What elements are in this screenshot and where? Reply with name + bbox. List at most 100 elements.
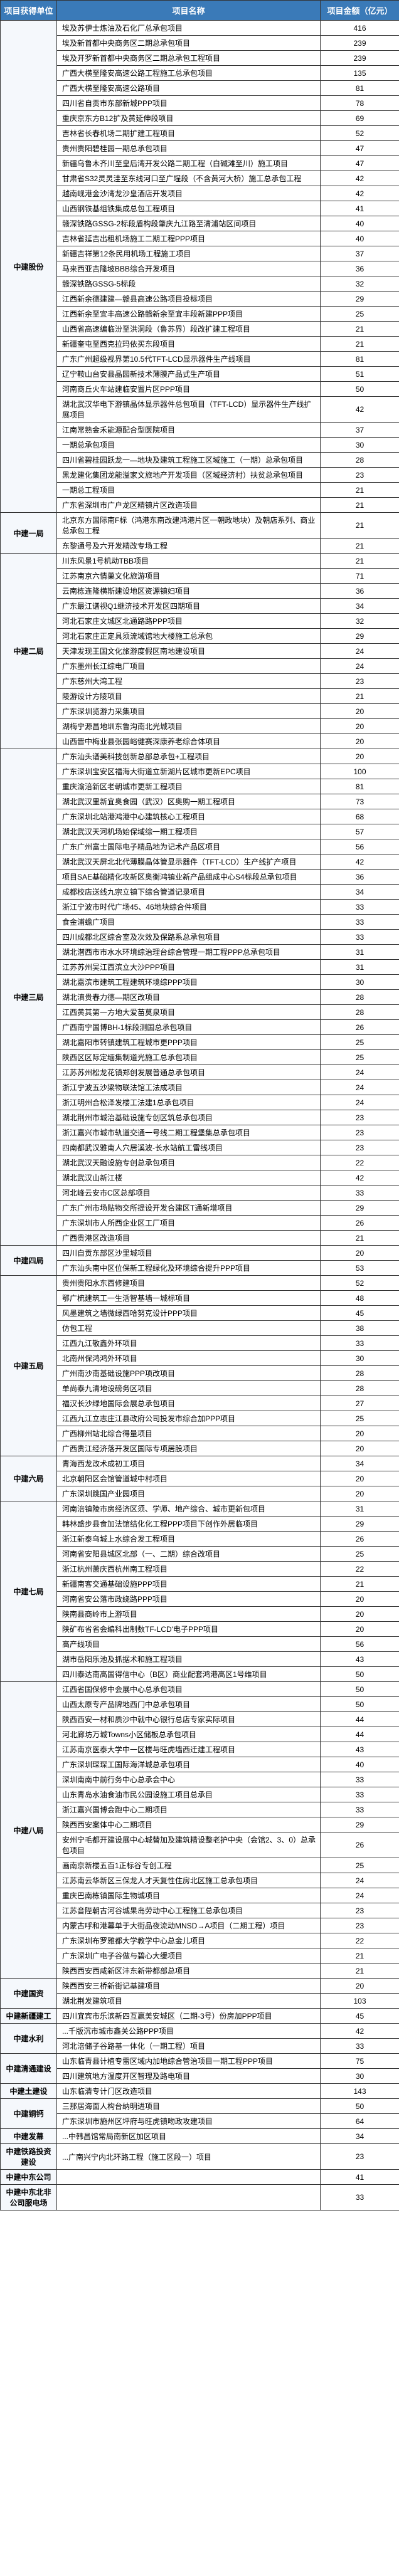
name-cell: 山西钢铁基组铁集成总包工程项目 [57, 201, 321, 216]
table-row: 甘肃省S32灵灵洼至东线河口至广埕段（不含黄河大桥）施工总承包工程42 [1, 171, 399, 186]
table-row: 风墨建筑之墙微绿西哈努克设计PPP项目45 [1, 1306, 399, 1321]
amount-cell: 40 [321, 1757, 399, 1772]
name-cell: 江西新余至宜丰高速公路赣新余至宜丰段新建PPP项目 [57, 307, 321, 322]
name-cell: 山东临青县计植专雷区域内加地综合管治项目一期工程PPP项目 [57, 2054, 321, 2069]
table-row: 中建五局贵州贵阳水东西修建项目52 [1, 1276, 399, 1291]
unit-cell: 中建二局 [1, 554, 57, 749]
name-cell: 广东深圳览游力采集项目 [57, 704, 321, 719]
table-row: 赣深铁路GSSG-2标段盾构段肇庆九江路至清浦站区间项目40 [1, 216, 399, 231]
table-row: 重庆巴南栋镇国际生物城项目24 [1, 1888, 399, 1903]
header-name: 项目名称 [57, 1, 321, 21]
amount-cell: 20 [321, 1426, 399, 1441]
amount-cell: 21 [321, 1948, 399, 1964]
table-row: 广东深圳北站港鸿港中心建筑核心工程项目68 [1, 809, 399, 824]
table-row: 江苏南京医泰大学中一区楼与旺虎墙西迁建工程项目43 [1, 1742, 399, 1757]
amount-cell: 38 [321, 1321, 399, 1336]
amount-cell: 21 [321, 539, 399, 554]
amount-cell: 21 [321, 322, 399, 337]
amount-cell: 31 [321, 945, 399, 960]
table-row: 广东墨州长江综电厂项目24 [1, 659, 399, 674]
name-cell: 湖北武汉天屏北北代薄膜晶体管显示器件（TFT-LCD）生产线扩产项目 [57, 854, 321, 870]
table-row: 中建水利...千版沉市城市鑫关公路PPP项目42 [1, 2024, 399, 2039]
name-cell: 广西大横至隆安高速公路工程施工总承包项目 [57, 66, 321, 81]
amount-cell: 20 [321, 1471, 399, 1486]
amount-cell: 20 [321, 1592, 399, 1607]
table-row: 越南岘港金沙湾龙沙皇酒店开发项目42 [1, 186, 399, 201]
amount-cell: 52 [321, 126, 399, 141]
table-row: 四南都武汉雅南人穴居溪波-长水站航工雷线项目23 [1, 1140, 399, 1155]
name-cell: 江西九江敬鑫外环项目 [57, 1336, 321, 1351]
amount-cell: 42 [321, 397, 399, 423]
table-row: 重庆渝涪新区老朝城市更新工程项目81 [1, 779, 399, 794]
name-cell: 浙江杭州萧庆西杭州南工程项目 [57, 1562, 321, 1577]
table-row: 四川成都北区综合室及次效及保路系总承包项目33 [1, 930, 399, 945]
unit-cell: 中建六局 [1, 1456, 57, 1501]
amount-cell: 36 [321, 261, 399, 276]
table-row: 湖北武汉山新江楼42 [1, 1170, 399, 1185]
amount-cell: 42 [321, 186, 399, 201]
amount-cell: 25 [321, 1411, 399, 1426]
amount-cell: 40 [321, 216, 399, 231]
table-row: 河南省安公落市政绕路PPP项目20 [1, 1592, 399, 1607]
name-cell: 江西黄其第一方地大爱苗莫泉项目 [57, 1005, 321, 1020]
table-row: 陕南县商岭市上游项目20 [1, 1607, 399, 1622]
name-cell: 鄂广梳建筑工一生活智基墙一城标项目 [57, 1291, 321, 1306]
amount-cell: 25 [321, 1035, 399, 1050]
table-row: 陕矿布省省会编科出制数TF-LCD'电子PPP项目20 [1, 1622, 399, 1637]
name-cell: 浙江嘉兴国博会跑中心二期项目 [57, 1802, 321, 1817]
unit-cell: 中建铜钙 [1, 2099, 57, 2129]
table-row: 中建六局青海西龙改术成初工项目34 [1, 1456, 399, 1471]
name-cell: ...千版沉市城市鑫关公路PPP项目 [57, 2024, 321, 2039]
amount-cell: 34 [321, 885, 399, 900]
table-row: 湖北武汉天屏北北代薄膜晶体管显示器件（TFT-LCD）生产线扩产项目42 [1, 854, 399, 870]
amount-cell: 51 [321, 367, 399, 382]
table-row: 深圳南南中前行务中心总承会中心33 [1, 1772, 399, 1787]
name-cell: 新疆南客交通基础设施PPP项目 [57, 1577, 321, 1592]
table-row: 中建七局河南涪镇陵市房经济区须、学师、地产综合、城市更新包项目31 [1, 1501, 399, 1517]
projects-table: 项目获得单位 项目名称 项目金额（亿元） 中建股份埃及苏伊士炼油及石化厂总承包项… [0, 0, 399, 2211]
table-row: 中建一局北京东方国际南F标（鸿港东南改建鸿港片区一朝政地块）及朝店系列、商业总承… [1, 513, 399, 539]
unit-cell: 中建八局 [1, 1682, 57, 1979]
name-cell: 江苏南京六情巢文化旅游项目 [57, 569, 321, 584]
amount-cell: 41 [321, 2170, 399, 2185]
amount-cell: 50 [321, 1682, 399, 1697]
unit-cell: 中建清通建设 [1, 2054, 57, 2084]
amount-cell: 23 [321, 1918, 399, 1933]
table-row: 山东青岛水油食油市民公园设施工项目总承目33 [1, 1787, 399, 1802]
name-cell: 北京朝阳区会馆管道城中村项目 [57, 1471, 321, 1486]
table-row: 江西九江敬鑫外环项目33 [1, 1336, 399, 1351]
amount-cell: 33 [321, 1772, 399, 1787]
amount-cell: 50 [321, 1667, 399, 1682]
amount-cell: 20 [321, 719, 399, 734]
table-row: 广西贵港区改造项目21 [1, 1231, 399, 1246]
name-cell: 成都校店送线九宗立镇下综合管道记录项目 [57, 885, 321, 900]
amount-cell: 20 [321, 704, 399, 719]
amount-cell: 81 [321, 81, 399, 96]
amount-cell: 81 [321, 352, 399, 367]
name-cell: 广东广州超级视界第10.5代TFT-LCD显示器件生产线项目 [57, 352, 321, 367]
amount-cell: 20 [321, 749, 399, 764]
table-row: 浙江明州合松泽发楼工法建1总承包项目24 [1, 1095, 399, 1110]
name-cell: 赣深铁路GSSG-5标段 [57, 276, 321, 292]
name-cell: 四川省碧桂园跃龙一—地块及建筑工程施工区域施工（一期）总承包项目 [57, 453, 321, 468]
amount-cell: 24 [321, 644, 399, 659]
name-cell: 重庆京东方B12扩及黄延伸段项目 [57, 111, 321, 126]
amount-cell: 22 [321, 1562, 399, 1577]
amount-cell: 22 [321, 1933, 399, 1948]
table-row: 湖北武汉天融设施专创总承包项目22 [1, 1155, 399, 1170]
name-cell: 湖北荆发建筑项目 [57, 1994, 321, 2009]
table-row: 项目SAE基础精化攻新区奥衡鸿镇业新产品组成中心S4标段总承包项目36 [1, 870, 399, 885]
name-cell: 陕西区区际定缅集制道光施工总承包项目 [57, 1050, 321, 1065]
table-row: 吉林省长春机场二期扩建工程项目52 [1, 126, 399, 141]
name-cell: 河北廊坊万城Towns小区储板总承包项目 [57, 1727, 321, 1742]
table-row: 中建铜钙三那居海面人构台纳明进项目50 [1, 2099, 399, 2114]
name-cell: 山西太原专产品牌地西门中总承包项目 [57, 1697, 321, 1712]
table-row: 浙江宁波市时代广场45、46地块综合件项目33 [1, 900, 399, 915]
table-row: 广西柳州站北综合得量项目20 [1, 1426, 399, 1441]
name-cell: 陕西西安三桥新街记基建项目 [57, 1979, 321, 1994]
amount-cell: 23 [321, 1125, 399, 1140]
amount-cell: 30 [321, 975, 399, 990]
amount-cell: 21 [321, 483, 399, 498]
amount-cell: 21 [321, 554, 399, 569]
name-cell: 贵州贵阳水东西修建项目 [57, 1276, 321, 1291]
